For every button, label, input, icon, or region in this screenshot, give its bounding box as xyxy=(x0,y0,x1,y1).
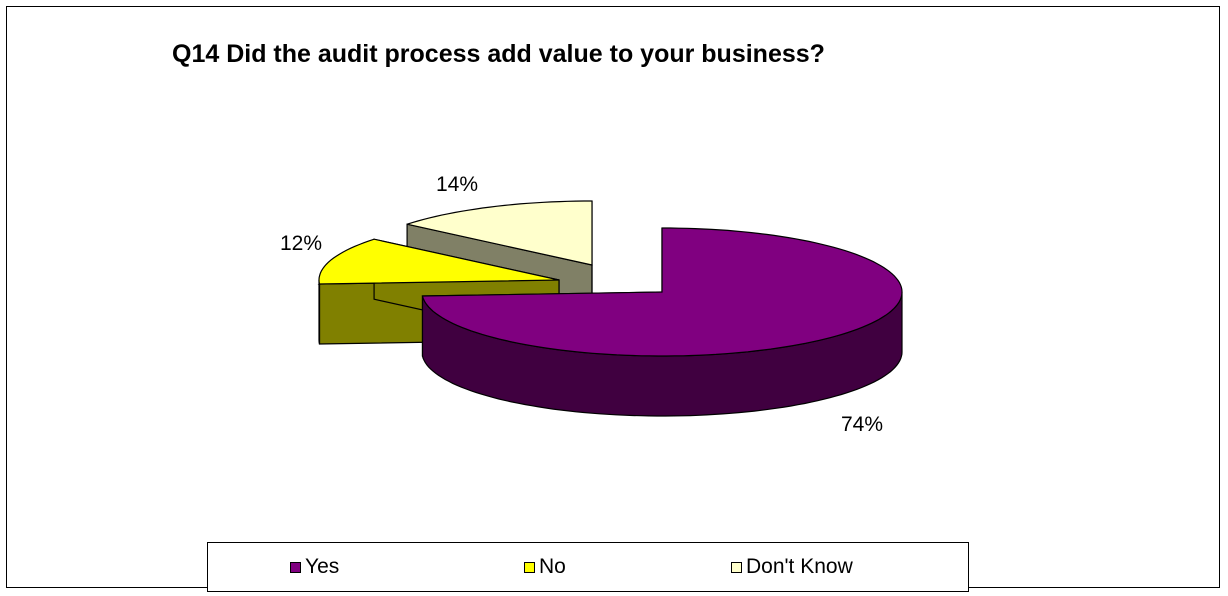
legend-label-yes: Yes xyxy=(305,555,340,578)
pie-slice-yes-top xyxy=(421,227,903,357)
legend-label-dont-know: Don't Know xyxy=(746,555,853,578)
data-label-no: 12% xyxy=(280,232,322,255)
data-label-dont-know: 14% xyxy=(436,173,478,196)
legend-item-dont-know: Don't Know xyxy=(731,555,853,579)
pie-slice-no-side xyxy=(318,279,321,345)
pie-slice-no-top xyxy=(317,238,560,285)
legend-swatch-no xyxy=(524,561,535,573)
legend-label-no: No xyxy=(539,555,566,578)
data-label-yes: 74% xyxy=(841,413,883,436)
pie-slice-yes xyxy=(421,227,903,417)
legend-swatch-yes xyxy=(290,561,301,573)
legend-swatch-dont-know xyxy=(731,561,742,573)
legend-item-yes: Yes xyxy=(290,555,339,579)
legend-item-no: No xyxy=(524,555,566,579)
pie-slice-dont-know-top xyxy=(406,200,593,266)
legend: Yes No Don't Know xyxy=(207,542,969,592)
data-label-layer: 74% 12% 14% xyxy=(280,173,883,436)
slice-layer xyxy=(317,200,903,417)
chart-title: Q14 Did the audit process add value to y… xyxy=(172,40,825,68)
